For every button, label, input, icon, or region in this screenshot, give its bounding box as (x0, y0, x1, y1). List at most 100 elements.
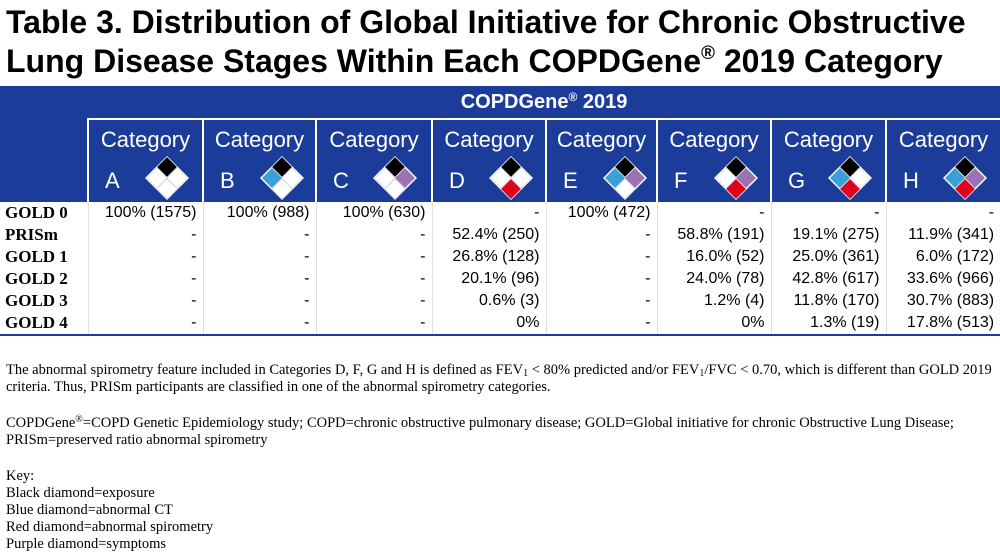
feature-diamond-icon (943, 156, 987, 200)
category-label: Category (669, 127, 759, 152)
table-cell: - (202, 246, 316, 268)
table-row: GOLD 4- - -0% -0% 1.3% (19) 17.8% (513) (0, 312, 1000, 336)
super-header-row: COPDGene® 2019 (0, 86, 1000, 202)
copdgene-2019-header: COPDGene® 2019 (88, 86, 1000, 119)
table-cell: 17.8% (513) (885, 312, 1000, 336)
feature-diamond-icon (828, 156, 872, 200)
category-letter: C (333, 168, 349, 193)
row-label: PRISm (5, 225, 58, 244)
table-cell: - (545, 268, 657, 290)
table-row: GOLD 0 100% (1575) 100% (988) 100% (630) -10… (0, 202, 1000, 224)
table-cell: - (87, 290, 203, 312)
table-row: GOLD 3- - -0.6% (3) -1.2% (4) 11.8% (170) 30.… (0, 290, 1000, 312)
row-label: GOLD 0 (5, 203, 68, 222)
table-title: Table 3. Distribution of Global Initiati… (6, 3, 996, 81)
category-letter: H (903, 168, 919, 193)
table-cell: 52.4% (250) (431, 224, 546, 246)
row-label: GOLD 3 (5, 291, 68, 310)
table-cell: - (315, 290, 432, 312)
exposure-diamond (156, 156, 178, 178)
category-letter: A (105, 168, 120, 193)
footnote-spirometry-c: /FVC < 0.70, which is different than GOL… (6, 362, 992, 395)
symptoms-diamond (735, 167, 757, 189)
exposure-diamond (271, 156, 293, 178)
table-cell: 11.9% (341) (885, 224, 1000, 246)
table-cell: 6.0% (172) (885, 246, 1000, 268)
table-cell: 11.8% (170) (770, 290, 886, 312)
spirometry-diamond (725, 178, 747, 200)
table-cell: 100% (988) (202, 202, 316, 224)
feature-diamond-icon (603, 156, 647, 200)
category-letter: E (563, 168, 578, 193)
exposure-diamond (725, 156, 747, 178)
row-label: GOLD 2 (5, 269, 68, 288)
table-cell: - (770, 202, 886, 224)
symptoms-diamond (394, 167, 416, 189)
table-row: PRISm - - -52.4% (250) -58.8% (191) 19.1% (27… (0, 224, 1000, 246)
feature-diamond-icon (489, 156, 533, 200)
table-cell: 1.3% (19) (770, 312, 886, 336)
table-cell: - (202, 290, 316, 312)
category-header-b: Category B (202, 118, 316, 202)
ct-diamond (374, 167, 396, 189)
category-header-g: Category G (770, 118, 886, 202)
footnote-sub-1: 1 (523, 368, 529, 379)
spirometry-diamond (614, 178, 636, 200)
symptoms-diamond (510, 167, 532, 189)
super-header-registered-mark: ® (568, 89, 578, 104)
key-item-ct: Blue diamond=abnormal CT (6, 502, 173, 518)
table-cell: 26.8% (128) (431, 246, 546, 268)
table-cell: - (431, 202, 546, 224)
key-item-exposure: Black diamond=exposure (6, 485, 155, 501)
table-cell: 0.6% (3) (431, 290, 546, 312)
footnote-sub-2: 1 (699, 368, 705, 379)
category-label: Category (556, 127, 647, 152)
exposure-diamond (384, 156, 406, 178)
super-header-text: COPDGene (460, 90, 569, 113)
footnote-abbrev-a: COPDGene (6, 415, 76, 431)
category-letter: B (220, 168, 235, 193)
key-item-symptoms: Purple diamond=symptoms (6, 536, 167, 552)
symptoms-diamond (624, 167, 646, 189)
feature-diamond-icon (373, 156, 417, 200)
table-cell: - (202, 312, 316, 336)
exposure-diamond (614, 156, 636, 178)
category-label: Category (783, 127, 874, 152)
table-cell: 19.1% (275) (770, 224, 886, 246)
table-cell: - (87, 224, 203, 246)
table-cell: 30.7% (883) (885, 290, 1000, 312)
category-header-c: Category C (315, 118, 432, 202)
header-corner-cell (0, 86, 88, 202)
category-label: Category (329, 127, 419, 152)
exposure-diamond (954, 156, 976, 178)
key-item-spirometry: Red diamond=abnormal spirometry (6, 519, 214, 535)
feature-diamond-icon (260, 156, 304, 200)
category-letter: F (674, 168, 688, 193)
category-header-row: Category A Category B Category C Category D Cate… (0, 118, 1000, 202)
spirometry-diamond (839, 178, 861, 200)
ct-diamond (146, 167, 168, 189)
table-cell: - (315, 246, 432, 268)
row-label: GOLD 4 (0, 312, 88, 336)
table-cell: - (87, 312, 203, 336)
table-cell: 100% (630) (315, 202, 432, 224)
spirometry-diamond (384, 178, 406, 200)
table-cell: 25.0% (361) (770, 246, 886, 268)
table-cell: - (885, 202, 1000, 224)
table-cell: 1.2% (4) (656, 290, 771, 312)
table-cell: 42.8% (617) (770, 268, 886, 290)
footnote-spirometry: The abnormal spirometry feature included… (6, 362, 996, 396)
spirometry-diamond (271, 178, 293, 200)
symptoms-diamond (849, 167, 871, 189)
ct-diamond (490, 167, 512, 189)
table-cell: - (315, 312, 432, 336)
table-cell: - (87, 268, 203, 290)
table-row: GOLD 1- - -26.8% (128) -16.0% (52) 25.0% (36… (0, 246, 1000, 268)
table-cell: - (545, 224, 657, 246)
category-label: Category (214, 127, 305, 152)
ct-diamond (261, 167, 283, 189)
ct-diamond (944, 167, 966, 189)
category-letter: G (788, 168, 806, 193)
table-cell: 100% (472) (545, 202, 657, 224)
category-header-e: Category E (545, 118, 657, 202)
